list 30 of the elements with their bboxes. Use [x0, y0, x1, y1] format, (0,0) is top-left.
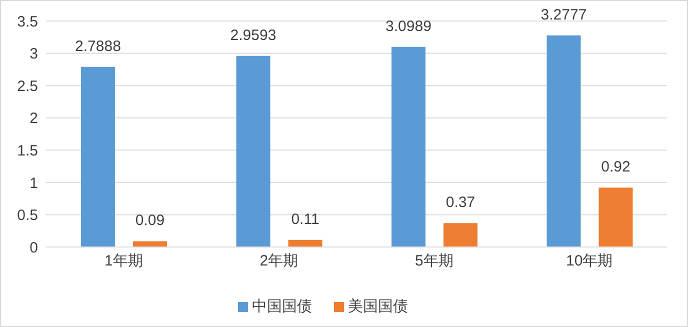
data-label: 0.11 [291, 210, 320, 228]
x-tick-label: 1年期 [104, 252, 143, 270]
bar [598, 188, 633, 247]
y-tick-label: 1.5 [17, 142, 38, 160]
x-tick-label: 5年期 [414, 252, 454, 270]
legend-label: 美国国债 [348, 298, 408, 315]
y-tick-label: 3 [30, 46, 38, 63]
y-tick-label: 3.5 [17, 13, 38, 30]
bar [288, 240, 322, 247]
data-label: 0.37 [446, 194, 476, 212]
y-tick-label: 2.5 [17, 78, 38, 95]
bar [236, 56, 270, 247]
y-tick-label: 0.5 [17, 207, 38, 224]
bar [133, 241, 167, 247]
y-tick-label: 2 [30, 110, 38, 128]
bar [444, 223, 478, 247]
bar [81, 66, 115, 247]
data-label: 0.09 [135, 212, 165, 230]
data-label: 3.2777 [540, 6, 587, 24]
x-tick-label: 10年期 [566, 252, 613, 270]
data-label: 0.92 [601, 158, 630, 176]
data-label: 2.9593 [230, 26, 276, 44]
bar [546, 35, 581, 247]
x-tick-label: 2年期 [260, 252, 298, 270]
data-label: 3.0989 [386, 18, 432, 35]
y-tick-label: 1 [30, 174, 38, 192]
data-label: 2.7888 [75, 38, 121, 55]
legend-label: 中国国债 [252, 298, 312, 315]
y-tick-label: 0 [30, 239, 38, 256]
bar [392, 46, 426, 247]
